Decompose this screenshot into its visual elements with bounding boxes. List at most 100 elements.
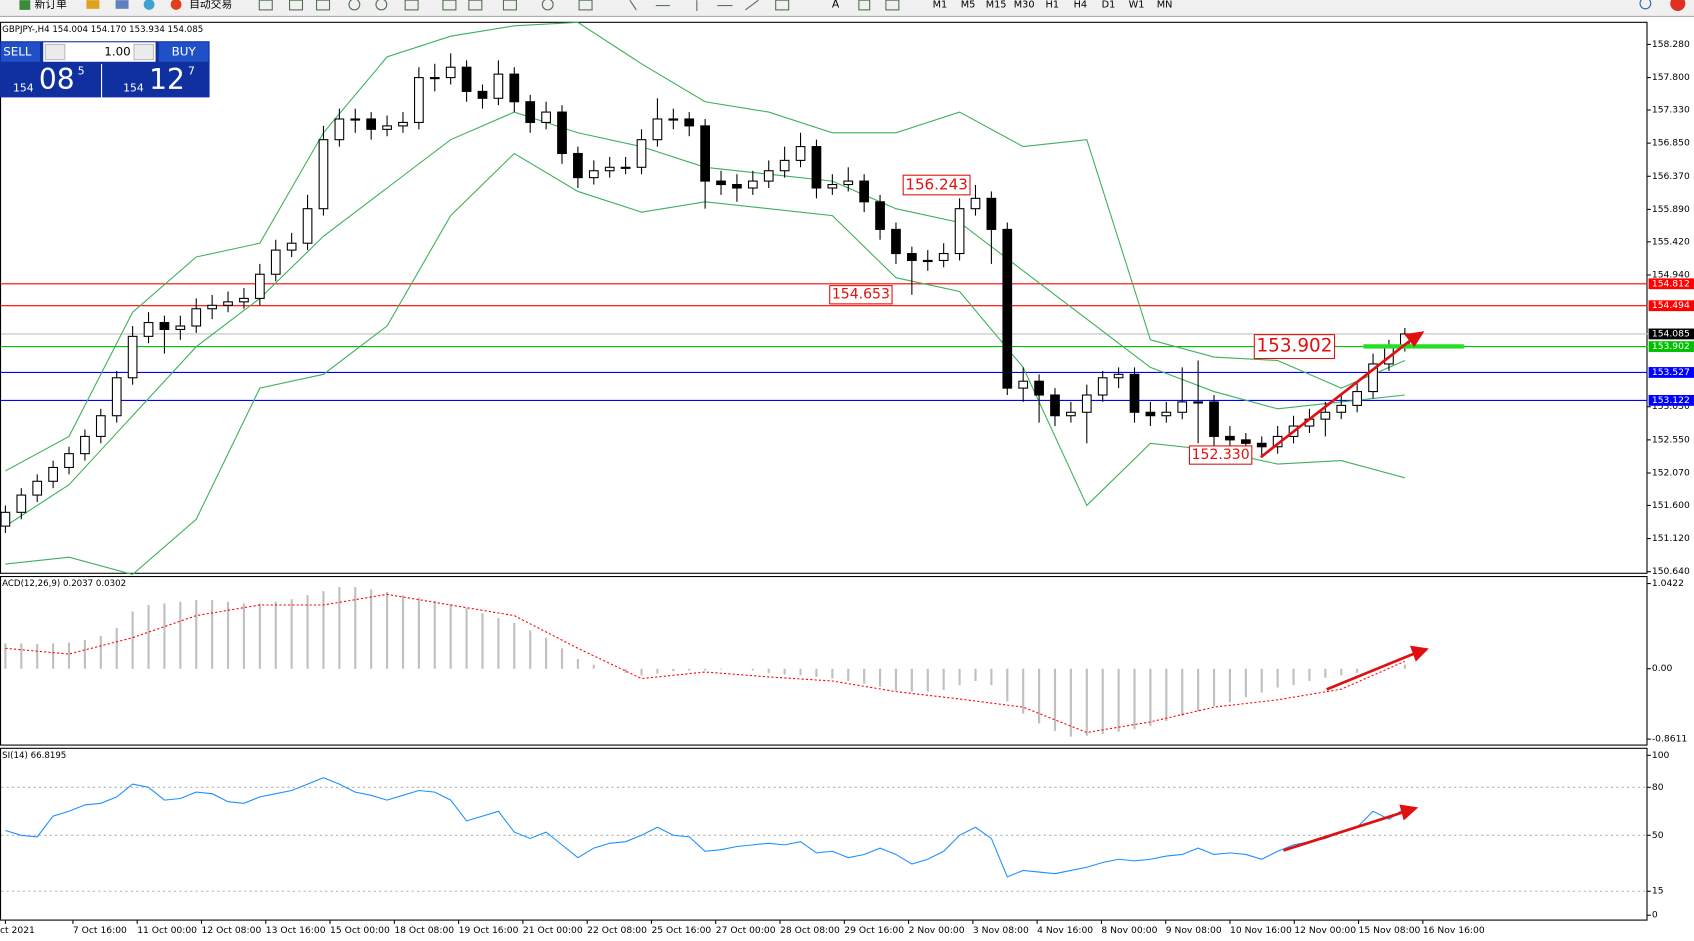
candle-body <box>111 377 122 417</box>
icon[interactable] <box>404 0 419 11</box>
candle-body <box>1081 394 1092 413</box>
x-tick-label: 19 Oct 16:00 <box>459 925 519 936</box>
price-label-bg <box>1648 278 1694 290</box>
lots-up[interactable] <box>133 43 154 61</box>
price-label: 154.812 <box>1652 278 1690 289</box>
icon[interactable] <box>502 0 517 11</box>
timeframe-button[interactable]: M5 <box>961 0 976 10</box>
y-tick-label: 152.550 <box>1652 434 1690 445</box>
ask-big-figure[interactable]: 154 <box>123 82 144 95</box>
price-annotation: 152.330 <box>1192 447 1250 463</box>
candle-body <box>986 197 997 230</box>
price-label-bg <box>1648 394 1694 406</box>
icon-zoom-out[interactable] <box>375 0 388 11</box>
timeframe-button[interactable]: H4 <box>1074 0 1088 10</box>
sell-button[interactable] <box>1 42 40 62</box>
candle-body <box>1336 404 1347 413</box>
buy-button[interactable] <box>158 42 209 62</box>
y-tick-label: 155.890 <box>1652 204 1690 215</box>
x-tick-label: 7 Oct 16:00 <box>73 925 127 936</box>
icon[interactable] <box>885 0 900 11</box>
candle-body <box>859 180 870 203</box>
icon[interactable] <box>86 0 100 9</box>
icon[interactable] <box>468 0 483 11</box>
y-tick-label: 157.330 <box>1652 105 1690 116</box>
search-icon[interactable] <box>1639 0 1652 10</box>
candle-body <box>48 466 58 482</box>
icon-new-order[interactable] <box>19 0 31 10</box>
icon[interactable] <box>316 0 331 11</box>
candle-body <box>970 197 981 210</box>
candle-body <box>429 77 440 80</box>
candle-body <box>732 184 742 189</box>
y-tick-label: 152.070 <box>1652 467 1690 478</box>
icon[interactable] <box>442 0 457 11</box>
candle-body <box>1034 380 1044 396</box>
bid-big-figure[interactable]: 154 <box>13 82 34 95</box>
timeframe-button[interactable]: W1 <box>1129 0 1145 10</box>
timeframe-button[interactable]: M30 <box>1014 0 1035 10</box>
candle-body <box>302 208 313 244</box>
candle-body <box>1113 373 1124 379</box>
icon[interactable] <box>258 0 273 11</box>
lots-down[interactable] <box>44 43 66 61</box>
sell-label[interactable]: SELL <box>3 45 32 59</box>
timeframe-buttons: M1 M5 M15 M30 H1 H4 D1 W1 MN <box>933 0 1173 10</box>
trend-arrows <box>1259 331 1429 852</box>
candle-body <box>779 159 790 172</box>
indicator-title: SI(14) 66.8195 <box>2 751 66 761</box>
price-annotation: 156.243 <box>905 176 967 194</box>
bid-pips[interactable]: 08 <box>39 63 75 96</box>
icon[interactable] <box>115 0 129 9</box>
y-tick-label: 154.940 <box>1652 269 1690 280</box>
toolbar: 新订单 自动交易 A M1 M5 M15 M30 H1 H4 <box>0 0 1694 17</box>
candle-body <box>1018 380 1029 389</box>
chart-layer: GBPJPY-,H4 154.004 154.170 153.934 154.0… <box>0 21 1694 936</box>
lots-field[interactable] <box>43 42 156 62</box>
bid-point[interactable]: 5 <box>78 64 85 77</box>
icon[interactable] <box>775 0 790 11</box>
candle-body <box>1320 411 1331 420</box>
icon[interactable] <box>288 0 304 11</box>
candle-body <box>541 111 551 123</box>
icon-trendline[interactable] <box>745 0 759 11</box>
icon-cursor[interactable] <box>629 0 637 11</box>
icon-zoom-in[interactable] <box>348 0 361 11</box>
icon-period[interactable] <box>541 0 554 11</box>
icon[interactable] <box>143 0 155 10</box>
timeframe-button[interactable]: H1 <box>1046 0 1060 10</box>
y-tick-label: 153.030 <box>1652 401 1690 412</box>
candle-body <box>652 118 663 141</box>
ask-point[interactable]: 7 <box>188 64 195 77</box>
candle-body <box>254 273 265 299</box>
text-tool[interactable]: A <box>832 0 840 10</box>
autotrade-button[interactable]: 自动交易 <box>189 0 232 10</box>
icon-autotrade[interactable] <box>170 0 182 10</box>
candle-body <box>1177 401 1188 413</box>
timeframe-button[interactable]: D1 <box>1102 0 1116 10</box>
lots-value[interactable]: 1.00 <box>104 45 130 59</box>
y-tick-label: 150.640 <box>1652 566 1690 577</box>
candle-body <box>557 111 567 155</box>
x-tick-label: 13 Oct 16:00 <box>266 925 326 936</box>
buy-label[interactable]: BUY <box>172 45 197 59</box>
y-tick-label: 151.600 <box>1652 500 1690 511</box>
y-tick-label: 0 <box>1652 910 1658 921</box>
new-order-button[interactable]: 新订单 <box>35 0 68 10</box>
y-tick-label: 156.850 <box>1652 138 1690 149</box>
candle-body <box>1240 439 1251 444</box>
timeframe-button[interactable]: M1 <box>933 0 948 10</box>
candle-body <box>127 335 138 379</box>
timeframe-button[interactable]: MN <box>1157 0 1173 10</box>
notification-icon[interactable] <box>1670 0 1686 11</box>
macd-panel <box>0 575 1648 746</box>
icon-text[interactable] <box>858 0 871 11</box>
candle-body <box>334 118 345 141</box>
timeframe-button[interactable]: M15 <box>986 0 1007 10</box>
ask-pips[interactable]: 12 <box>149 63 185 96</box>
icon[interactable] <box>578 0 593 11</box>
candle-body <box>32 480 43 496</box>
candle-body <box>1050 394 1060 417</box>
indicator-title: GBPJPY-,H4 154.004 154.170 153.934 154.0… <box>2 25 203 35</box>
bollinger-band <box>5 21 1406 472</box>
